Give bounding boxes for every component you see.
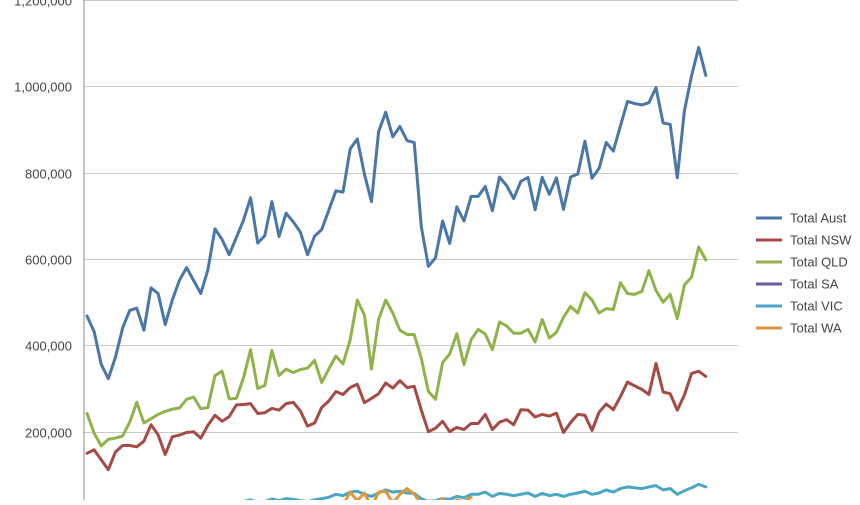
legend-label: Total Aust: [790, 211, 847, 226]
legend: Total Aust Total NSW Total QLD Total SA Tota…: [756, 211, 852, 336]
legend-label: Total SA: [790, 277, 839, 292]
y-tick-label: 400,000: [25, 339, 72, 354]
series-line: [117, 482, 708, 505]
y-tick-label: 1,000,000: [14, 80, 72, 95]
series-lines: [85, 46, 708, 505]
y-tick-label: 800,000: [25, 167, 72, 182]
y-tick-label: 600,000: [25, 253, 72, 268]
legend-label: Total QLD: [790, 255, 848, 270]
y-tick-label: 1,200,000: [14, 0, 72, 9]
series-line: [85, 362, 708, 472]
series-line: [341, 487, 473, 505]
legend-label: Total NSW: [790, 233, 852, 248]
legend-label: Total VIC: [790, 299, 843, 314]
series-line: [85, 46, 708, 381]
gridlines: [84, 0, 738, 433]
y-tick-label: 200,000: [25, 426, 72, 441]
series-line: [85, 245, 708, 448]
legend-label: Total WA: [790, 321, 842, 336]
y-axis: 200,000 400,000 600,000 800,000 1,000,000 1,2…: [14, 0, 85, 500]
